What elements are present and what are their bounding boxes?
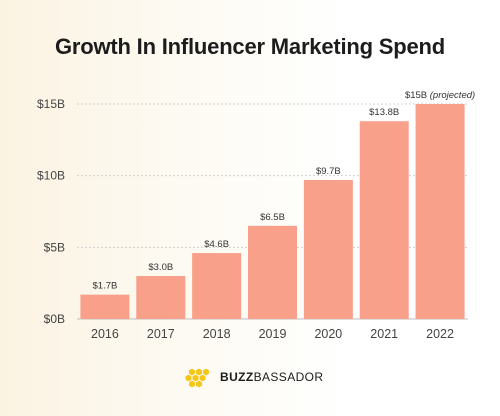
x-tick-label: 2018 (203, 327, 231, 341)
x-tick-label: 2021 (370, 327, 398, 341)
x-tick-label: 2017 (147, 327, 175, 341)
y-tick-label: $0B (44, 312, 65, 326)
bar-value-label: $3.0B (148, 262, 173, 273)
bar (136, 276, 186, 319)
brand-name-buzz: BUZZ (220, 370, 254, 384)
honeycomb-cell (203, 368, 209, 376)
honeycomb-icon (185, 368, 209, 388)
honeycomb-cell (192, 374, 199, 382)
bar-value-label: $6.5B (260, 212, 285, 223)
bar-value-label: $9.7B (316, 166, 341, 177)
bar-value-label: $4.6B (204, 239, 229, 250)
projected-annotation: (projected) (430, 90, 475, 101)
bar (415, 104, 465, 319)
honeycomb-cell (199, 374, 206, 382)
honeycomb-cell (196, 380, 202, 388)
bar (80, 294, 130, 319)
bar (359, 121, 409, 319)
x-tick-label: 2022 (426, 327, 454, 341)
brand-logo: BUZZBASSADOR (184, 366, 323, 388)
bar-value-label: $15B (projected) (405, 90, 475, 101)
bar (303, 179, 353, 319)
y-tick-label: $15B (37, 97, 65, 111)
honeycomb-cell (196, 368, 202, 376)
honeycomb-cell (185, 374, 192, 382)
y-tick-label: $5B (44, 240, 65, 254)
bar (248, 225, 297, 319)
x-tick-label: 2020 (314, 327, 342, 341)
x-tick-label: 2019 (259, 327, 287, 341)
brand-name-bassador: BASSADOR (253, 370, 324, 384)
bar-value-label: $13.8B (369, 107, 399, 118)
bar (192, 253, 242, 319)
honeycomb-cell (189, 368, 195, 376)
brand-name: BUZZBASSADOR (220, 370, 323, 384)
y-tick-label: $10B (37, 169, 65, 183)
x-tick-label: 2016 (91, 327, 119, 341)
bar-value-label: $1.7B (93, 281, 118, 292)
honeycomb-cell (189, 380, 195, 388)
chart-title: Growth In Influencer Marketing Spend (54, 34, 446, 59)
